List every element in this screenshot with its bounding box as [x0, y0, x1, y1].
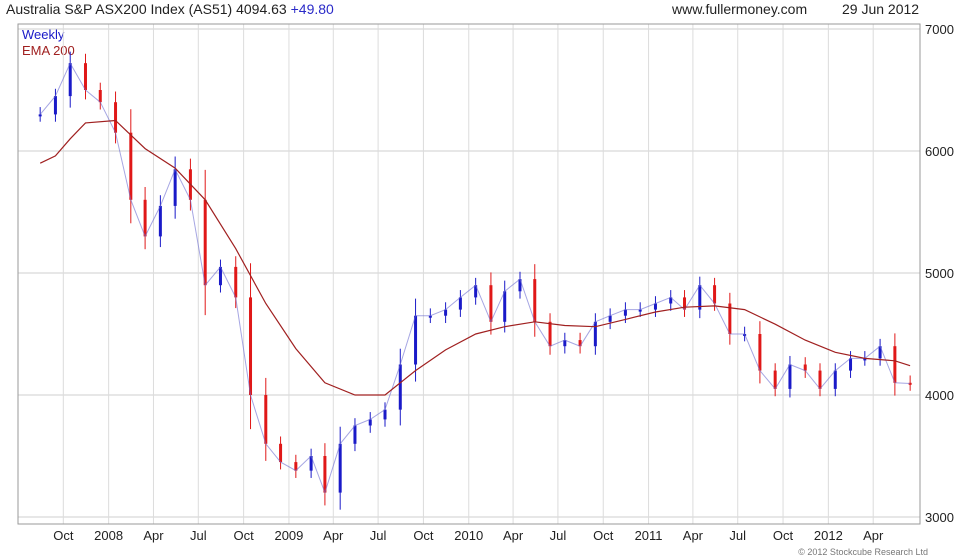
price-candle	[698, 285, 702, 310]
plot-frame	[17, 23, 921, 525]
price-candle	[428, 315, 432, 318]
weekly-price-line	[39, 62, 911, 495]
price-candle	[114, 102, 118, 133]
legend-ema: EMA 200	[22, 43, 75, 58]
price-candle	[279, 443, 283, 463]
price-candle	[818, 370, 822, 389]
price-candle	[593, 321, 597, 347]
x-tick-label: Jul	[550, 528, 567, 543]
site-link[interactable]: www.fullermoney.com	[672, 1, 808, 17]
chart-title: Australia S&P ASX200 Index (AS51) 4094.6…	[6, 1, 334, 17]
x-tick-label: Apr	[503, 528, 524, 543]
price-candle	[218, 266, 222, 286]
price-candle	[758, 334, 762, 371]
chart-date: 29 Jun 2012	[842, 1, 920, 17]
y-tick-label: 3000	[925, 510, 954, 525]
price-candle	[458, 297, 462, 310]
price-candle	[129, 132, 133, 200]
price-candle	[833, 370, 837, 389]
price-candle	[503, 291, 507, 322]
price-candle	[474, 285, 478, 298]
x-tick-label: Apr	[323, 528, 344, 543]
y-tick-label: 5000	[925, 266, 954, 281]
price-candle	[53, 96, 57, 115]
price-candle	[173, 169, 177, 206]
x-tick-label: Oct	[413, 528, 434, 543]
price-candle	[143, 199, 147, 237]
price-candle	[234, 266, 238, 298]
price-candle	[893, 346, 897, 383]
price-candle	[713, 285, 717, 304]
x-tick-label: Oct	[773, 528, 794, 543]
x-tick-label: 2010	[454, 528, 483, 543]
x-tick-label: Apr	[683, 528, 704, 543]
price-candle	[323, 456, 327, 493]
legend-weekly: Weekly	[22, 27, 65, 42]
price-candle	[294, 462, 298, 471]
price-candle	[683, 297, 687, 310]
price-candle	[518, 279, 522, 292]
x-tick-label: 2012	[814, 528, 843, 543]
copyright: © 2012 Stockcube Research Ltd	[798, 547, 928, 557]
price-candle	[489, 285, 493, 322]
price-candle	[98, 90, 102, 103]
x-tick-label: 2009	[274, 528, 303, 543]
price-candle	[338, 443, 342, 493]
price-candle	[623, 309, 627, 316]
y-tick-label: 7000	[925, 22, 954, 37]
price-candle	[849, 358, 853, 371]
price-candle	[638, 309, 642, 312]
price-candle	[68, 63, 72, 97]
price-candle	[578, 340, 582, 347]
price-candle	[444, 309, 448, 316]
price-candle	[203, 199, 207, 286]
price-candle	[563, 340, 567, 347]
price-candle	[158, 205, 162, 237]
price-candle	[309, 456, 313, 471]
x-tick-label: Jul	[370, 528, 387, 543]
price-candle	[398, 364, 402, 410]
x-tick-label: Oct	[593, 528, 614, 543]
price-candle	[728, 303, 732, 334]
price-candle	[878, 346, 882, 359]
price-candle	[264, 395, 268, 444]
x-tick-label: Apr	[143, 528, 164, 543]
price-candle	[383, 409, 387, 420]
x-tick-label: Jul	[729, 528, 746, 543]
price-candle	[773, 370, 777, 389]
price-candle	[533, 279, 537, 322]
price-candle	[608, 315, 612, 322]
chart-title-text: Australia S&P ASX200 Index (AS51) 4094.6…	[6, 1, 287, 17]
price-candle	[414, 315, 418, 365]
y-tick-label: 6000	[925, 144, 954, 159]
x-tick-label: Apr	[863, 528, 884, 543]
price-candle	[38, 114, 42, 117]
price-candle	[368, 419, 372, 426]
y-tick-label: 4000	[925, 388, 954, 403]
price-candle	[908, 382, 912, 385]
x-tick-label: Oct	[234, 528, 255, 543]
x-tick-label: Oct	[53, 528, 74, 543]
price-candle	[83, 63, 87, 90]
price-change: +49.80	[290, 1, 334, 17]
x-tick-label: 2008	[94, 528, 123, 543]
price-candle	[669, 297, 673, 304]
price-candle	[548, 321, 552, 347]
price-candle	[653, 303, 657, 310]
price-candle	[249, 297, 253, 395]
price-candle	[803, 364, 807, 371]
price-candle	[863, 358, 867, 361]
ema-200-line	[39, 119, 911, 396]
price-candle	[353, 425, 357, 444]
x-tick-label: 2011	[635, 528, 663, 543]
x-tick-label: Jul	[190, 528, 207, 543]
price-candle	[788, 364, 792, 389]
